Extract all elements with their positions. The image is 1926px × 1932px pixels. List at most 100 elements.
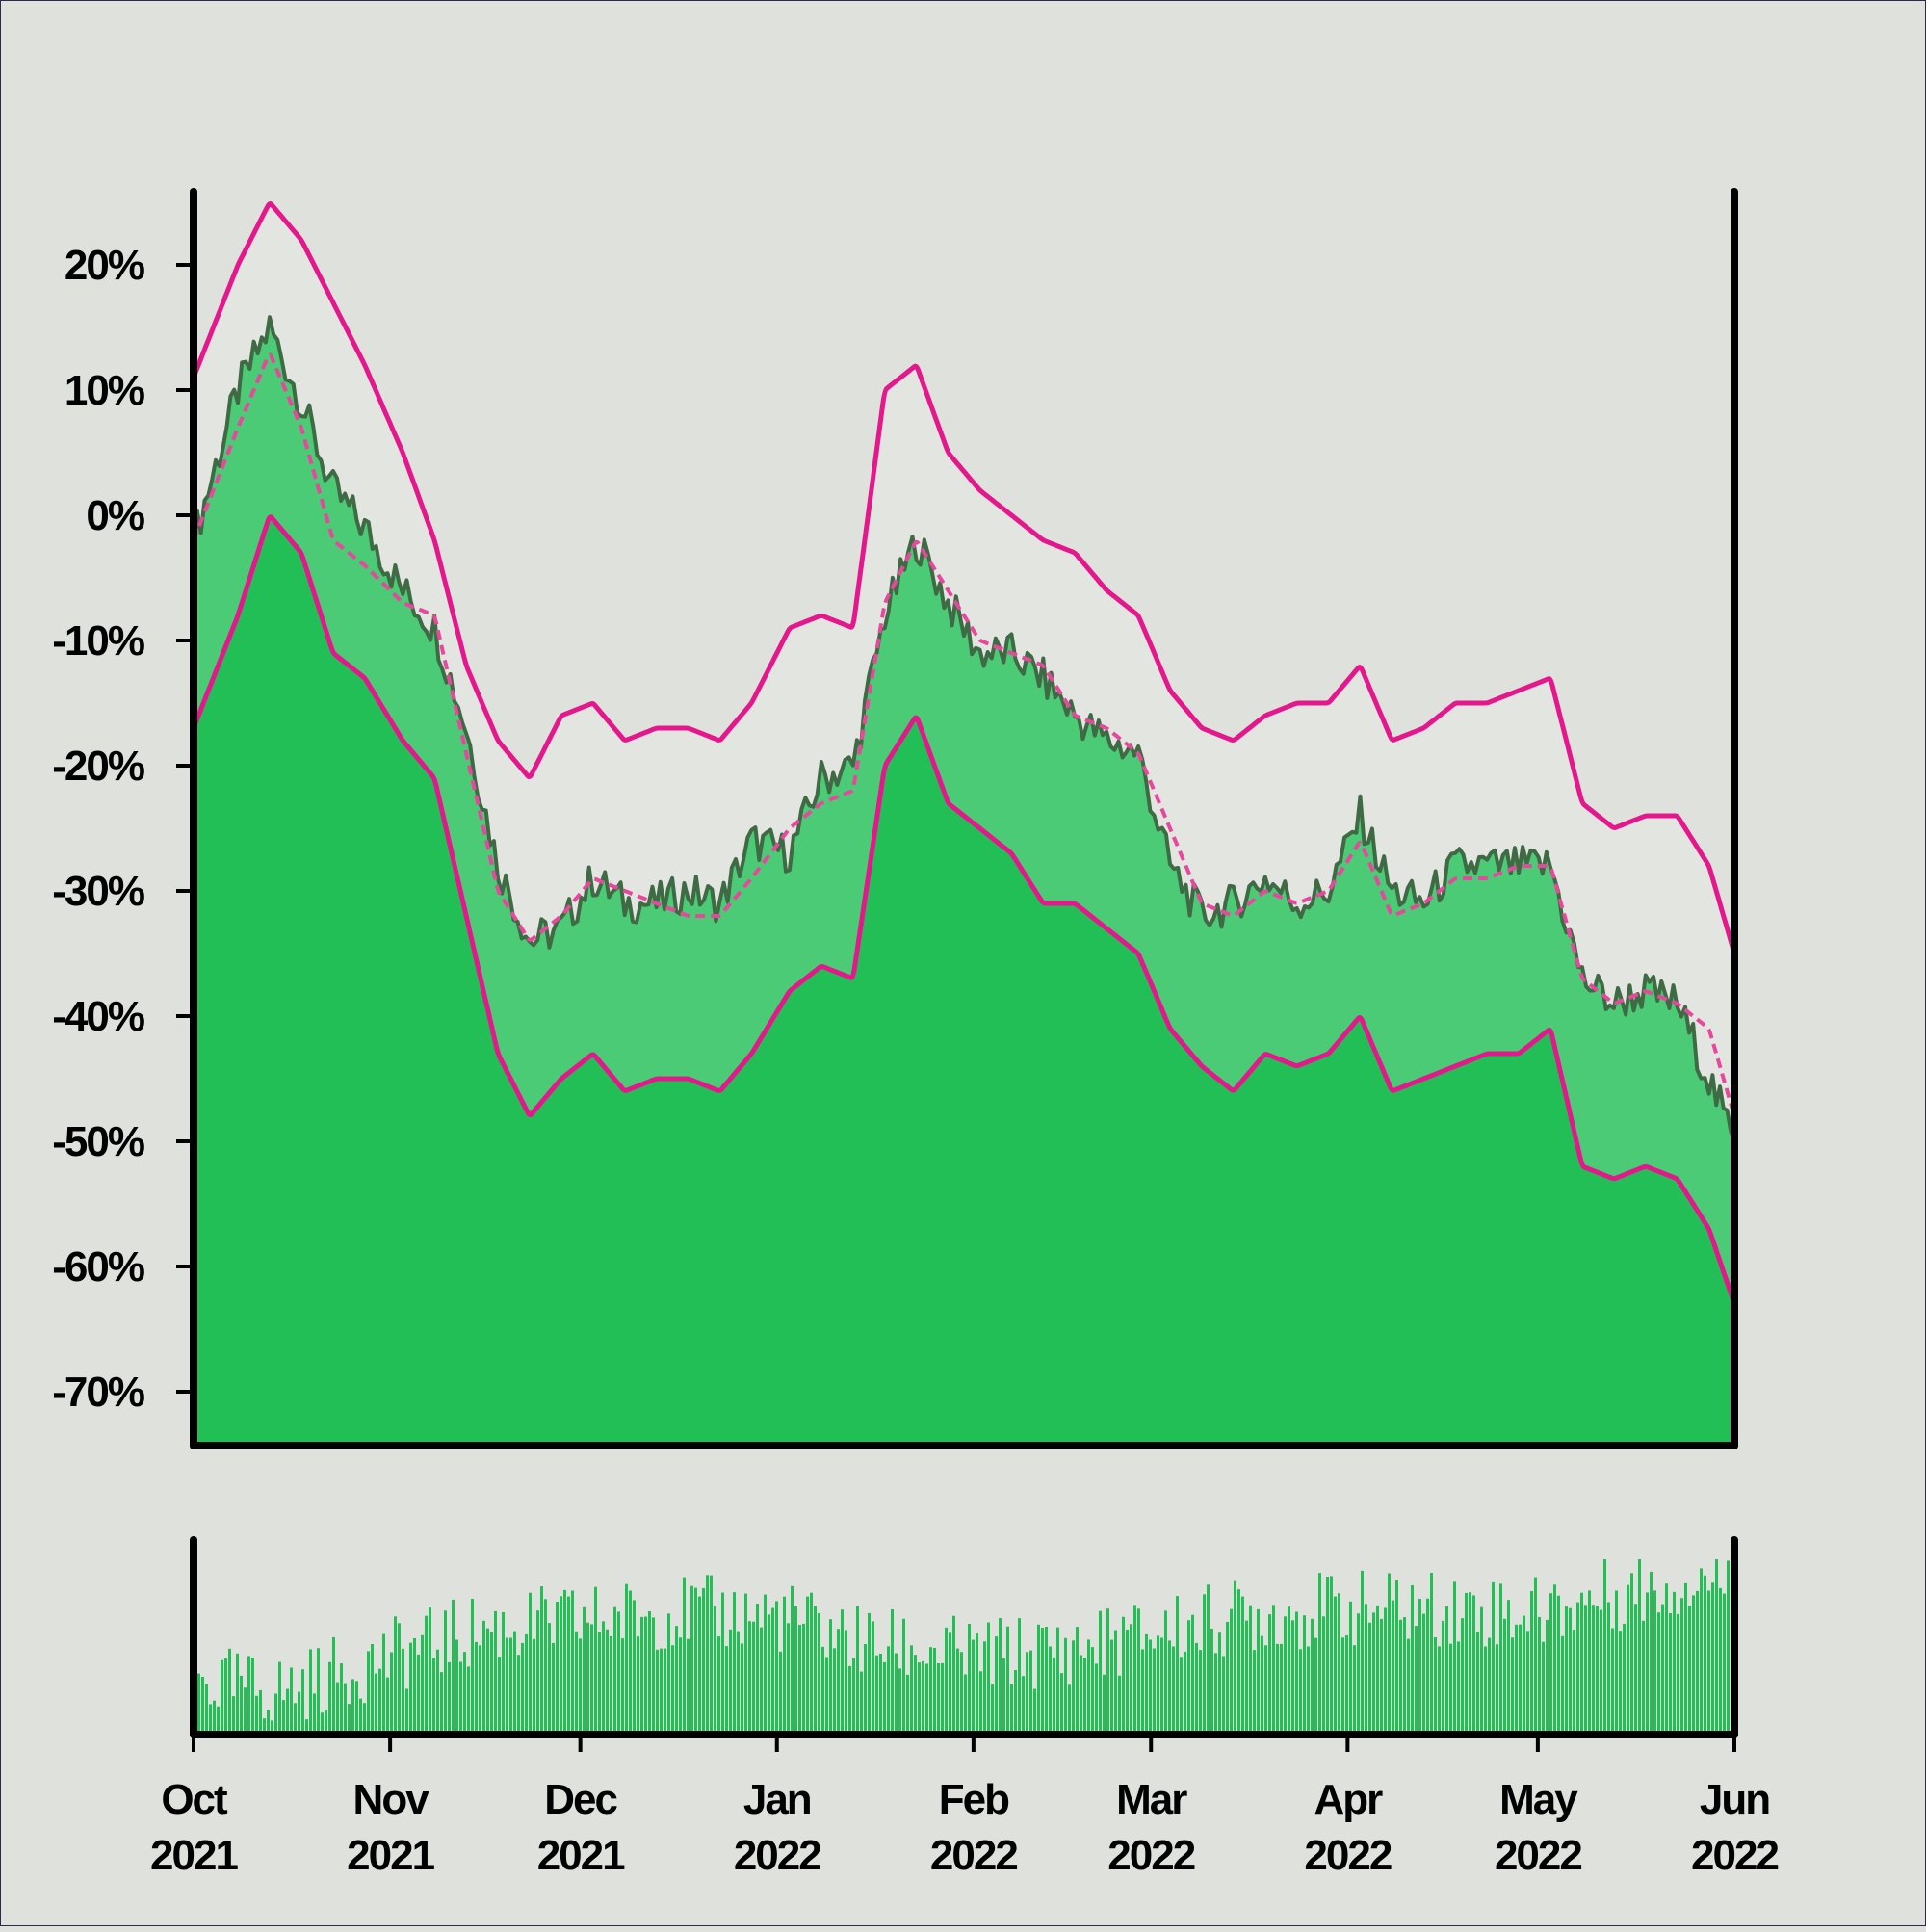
volume-bar-panel	[190, 1536, 1738, 1738]
volume-bar	[1507, 1600, 1510, 1735]
volume-bar	[675, 1626, 678, 1735]
volume-bar	[486, 1628, 489, 1735]
volume-bar	[683, 1577, 686, 1735]
volume-bar	[432, 1658, 435, 1735]
lower-band-line	[194, 514, 1734, 1305]
y-tick-label: -70%	[52, 1369, 144, 1416]
volume-bar	[1145, 1633, 1148, 1735]
volume-bar	[1607, 1602, 1610, 1735]
volume-bar	[1611, 1628, 1614, 1735]
volume-bar	[448, 1661, 451, 1735]
x-tick-year: 2021	[150, 1832, 238, 1879]
volume-bar	[1476, 1632, 1479, 1735]
volume-bar	[1195, 1642, 1198, 1735]
volume-bar	[1469, 1592, 1471, 1735]
volume-bar	[1284, 1616, 1287, 1735]
volume-bar	[563, 1589, 566, 1735]
volume-bar	[794, 1606, 797, 1735]
volume-bar	[902, 1618, 905, 1735]
volume-bar	[482, 1620, 485, 1735]
volume-bar	[1499, 1583, 1502, 1735]
volume-bar	[1176, 1596, 1179, 1735]
x-tick-year: 2022	[1304, 1832, 1391, 1879]
volume-bar	[1569, 1607, 1572, 1735]
volume-bar	[209, 1704, 212, 1735]
volume-bar	[725, 1646, 728, 1735]
volume-bar	[1576, 1602, 1579, 1735]
volume-bar	[1623, 1623, 1626, 1735]
volume-bar	[583, 1606, 586, 1735]
volume-bar	[421, 1634, 424, 1735]
volume-bar	[1707, 1590, 1710, 1735]
volume-bar	[452, 1599, 455, 1735]
volume-bar	[1214, 1653, 1217, 1735]
volume-bar	[367, 1651, 370, 1735]
volume-bar	[298, 1691, 300, 1735]
volume-bar	[201, 1677, 204, 1735]
volume-bar	[1403, 1617, 1406, 1735]
volume-bar	[1122, 1616, 1125, 1735]
volume-bar	[1422, 1613, 1425, 1735]
volume-bar	[267, 1710, 270, 1735]
volume-bar	[506, 1637, 508, 1735]
volume-bar	[1411, 1585, 1414, 1735]
volume-bar	[1492, 1581, 1495, 1735]
volume-bar	[363, 1703, 366, 1735]
volume-bar	[945, 1627, 948, 1735]
volume-bar	[1272, 1605, 1275, 1735]
x-axis: Oct 2021 Nov 2021 Dec 2021 Jan 2022 Feb 2022 Mar 20…	[150, 1735, 1780, 1879]
volume-bar	[860, 1671, 863, 1735]
volume-bar	[1060, 1673, 1063, 1735]
volume-bar	[359, 1698, 362, 1735]
volume-bar	[733, 1592, 736, 1735]
volume-bar	[205, 1684, 208, 1735]
volume-bar	[814, 1606, 817, 1735]
volume-bar	[783, 1596, 786, 1735]
volume-bar	[702, 1587, 705, 1735]
volume-bar	[1365, 1604, 1367, 1735]
volume-bar	[613, 1606, 616, 1735]
volume-bar	[760, 1627, 763, 1735]
volume-bar	[1653, 1590, 1656, 1735]
volume-bar	[1130, 1624, 1132, 1735]
volume-bar	[467, 1666, 470, 1735]
volume-bar	[779, 1651, 782, 1735]
volume-bar	[729, 1629, 732, 1735]
volume-bar	[1026, 1652, 1028, 1735]
volume-bar	[1561, 1635, 1564, 1735]
x-tick-month: Jan	[743, 1776, 811, 1823]
volume-bar	[1677, 1613, 1679, 1735]
volume-bar	[586, 1622, 589, 1735]
volume-bar	[1137, 1608, 1140, 1735]
x-tick-year: 2022	[734, 1832, 820, 1879]
volume-bar	[1307, 1646, 1310, 1735]
volume-bar	[667, 1613, 670, 1735]
volume-bar	[652, 1617, 655, 1735]
volume-bar	[941, 1662, 944, 1735]
volume-bar	[1600, 1609, 1602, 1735]
volume-bar	[656, 1649, 659, 1735]
volume-bar	[1584, 1605, 1587, 1735]
volume-bar	[1515, 1624, 1518, 1735]
volume-bar	[821, 1646, 824, 1735]
volume-bar	[1049, 1646, 1052, 1735]
volume-bar	[791, 1585, 794, 1735]
volume-bar	[1380, 1618, 1383, 1735]
volume-bar	[1053, 1657, 1055, 1735]
volume-bar	[1311, 1618, 1314, 1735]
volume-bar	[355, 1681, 358, 1735]
volume-bar	[964, 1674, 967, 1735]
volume-bar	[979, 1671, 982, 1735]
volume-bar	[471, 1599, 474, 1735]
volume-bar	[1226, 1622, 1229, 1735]
volume-bar	[748, 1621, 751, 1735]
volume-bar	[444, 1610, 447, 1735]
main-plot-area	[194, 201, 1734, 1446]
x-tick-month: Oct	[161, 1776, 228, 1823]
volume-bar	[1472, 1595, 1475, 1735]
volume-bar	[521, 1642, 524, 1735]
volume-bar	[1723, 1593, 1726, 1735]
volume-bar	[1164, 1610, 1167, 1735]
volume-bar	[475, 1641, 478, 1735]
volume-bar	[949, 1632, 951, 1735]
